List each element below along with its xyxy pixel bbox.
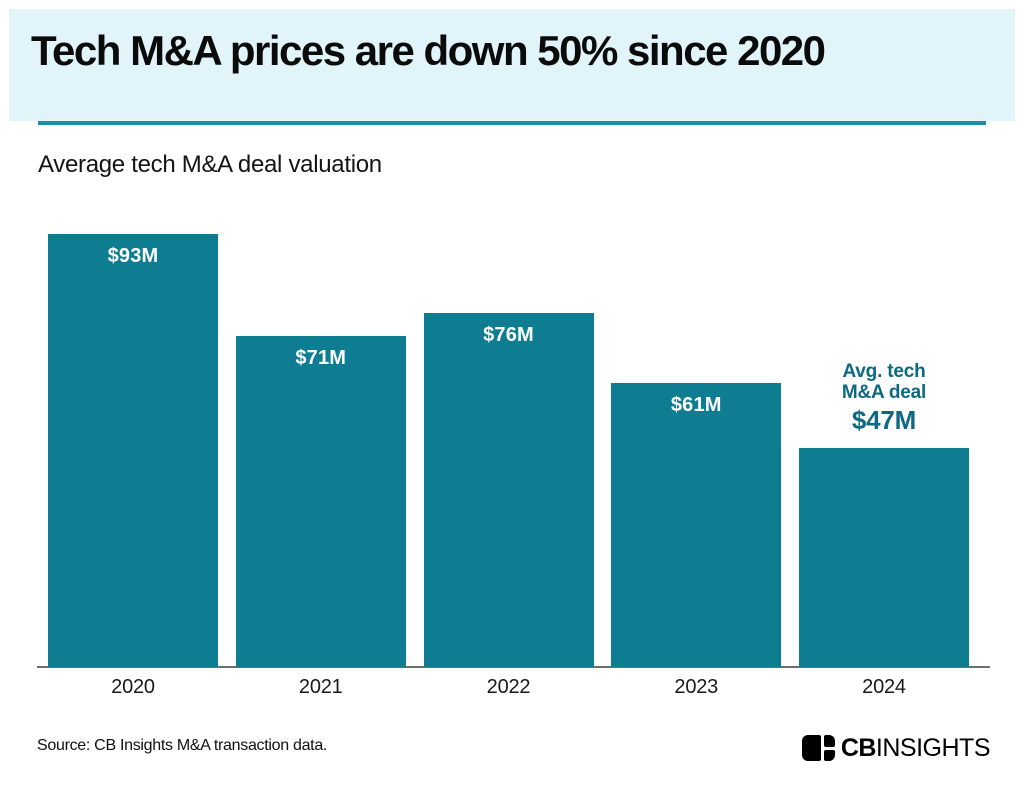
cbinsights-logo-icon <box>801 735 835 761</box>
bar-2023: $61M <box>611 383 782 667</box>
source-note: Source: CB Insights M&A transaction data… <box>37 737 328 754</box>
bar-2021: $71M <box>235 336 406 667</box>
logo-mark-bottom-right-block <box>823 749 835 761</box>
logo-text-bold: CB <box>840 733 877 762</box>
annotation-line: Avg. tech <box>842 361 926 382</box>
cbinsights-logo-text: CBINSIGHTS <box>840 733 991 763</box>
x-axis-label-2020: 2020 <box>111 676 155 698</box>
divider-rule <box>38 121 986 125</box>
logo-mark-top-right-block <box>823 735 835 747</box>
bar-2022: $76M <box>423 313 594 667</box>
logo-mark-left-block <box>801 735 821 761</box>
bar-2024 <box>799 448 969 667</box>
bar-value-label-2022: $76M <box>483 324 534 346</box>
header-band <box>9 9 1015 121</box>
cbinsights-logo: CBINSIGHTS <box>801 731 991 765</box>
bar-2020: $93M <box>48 234 218 667</box>
annotation-value: $47M <box>851 405 917 435</box>
x-axis-label-2023: 2023 <box>674 676 719 698</box>
bar-value-label-2020: $93M <box>107 245 159 267</box>
bar-value-label-2023: $61M <box>670 394 722 416</box>
logo-text-light: INSIGHTS <box>875 733 991 762</box>
x-axis-label-2021: 2021 <box>298 676 343 698</box>
x-axis-line <box>37 666 990 668</box>
x-axis-label-2022: 2022 <box>486 676 531 698</box>
x-axis-label-2024: 2024 <box>862 676 906 698</box>
chart-subtitle: Average tech M&A deal valuation <box>38 151 382 178</box>
page-title: Tech M&A prices are down 50% since 2020 <box>31 27 826 74</box>
annotation-line: M&A deal <box>841 382 927 403</box>
annotation-avg-deal: Avg. tech M&A deal $47M <box>799 361 969 434</box>
bar-value-label-2021: $71M <box>295 347 347 369</box>
